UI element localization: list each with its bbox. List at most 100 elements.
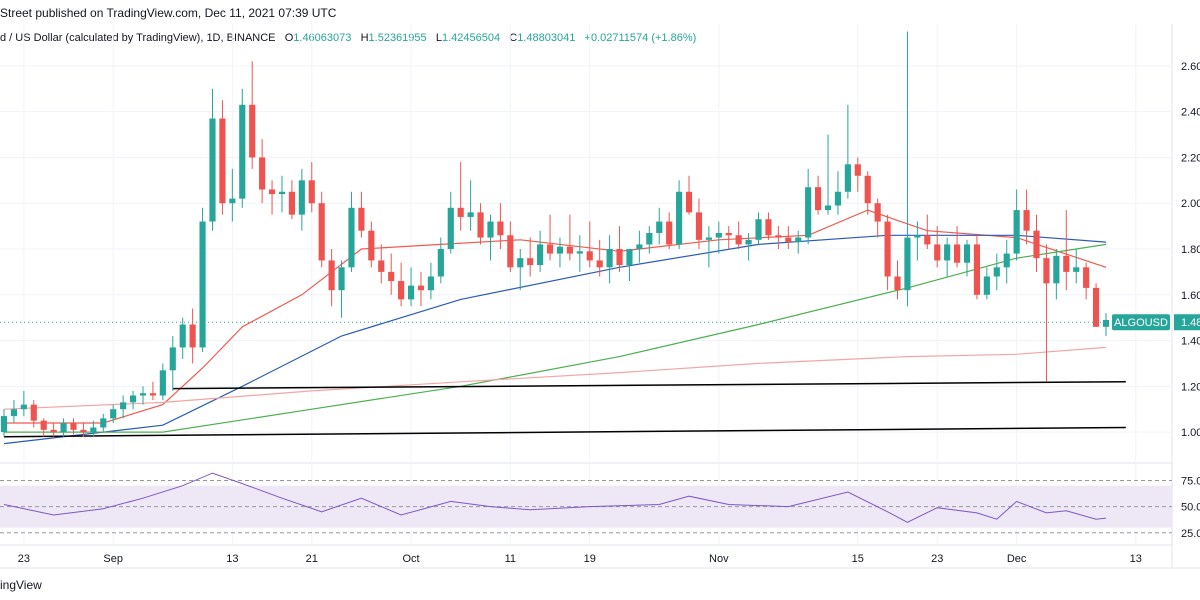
- candle-body: [566, 246, 573, 254]
- candle-body: [388, 271, 395, 282]
- open-label: O: [284, 32, 294, 44]
- candle-body: [705, 237, 712, 240]
- candle-body: [348, 207, 355, 268]
- candle-body: [844, 164, 851, 192]
- candle-body: [139, 393, 147, 396]
- candle-body: [477, 212, 484, 238]
- candle-body: [1023, 210, 1030, 231]
- time-tick-label: 19: [584, 553, 596, 565]
- tradingview-brand: ingView: [0, 578, 42, 592]
- candle-body: [417, 285, 425, 291]
- candle-body: [427, 276, 434, 291]
- rsi-pane: [0, 472, 1172, 534]
- low-label: L: [435, 32, 442, 44]
- price-axis-panel: [1172, 24, 1200, 572]
- candle-body: [1102, 319, 1110, 327]
- price-tick-label: 1.00: [1181, 427, 1200, 439]
- candle-body: [159, 370, 166, 396]
- candle-body: [963, 244, 971, 263]
- rsi-tick-label: 25.00: [1181, 528, 1200, 540]
- candle-body: [527, 258, 534, 266]
- candle-body: [407, 285, 415, 300]
- candle-body: [666, 221, 673, 245]
- price-tick-label: 1.80: [1181, 244, 1200, 256]
- rsi-axis: 75.00 50.00 25.00: [1181, 475, 1200, 539]
- symbol-legend: d / US Dollar (calculated by TradingView…: [0, 32, 696, 44]
- candle-body: [954, 244, 961, 263]
- candle-body: [1063, 255, 1070, 272]
- candle-body: [556, 246, 564, 254]
- candle-body: [120, 402, 127, 410]
- symbol-tag-label: ALGOUSD: [1114, 317, 1168, 329]
- candle-body: [259, 157, 266, 190]
- candle-body: [338, 267, 345, 291]
- time-tick-label: 23: [18, 553, 30, 565]
- candle-body: [378, 260, 385, 272]
- candle-body: [1003, 253, 1010, 268]
- candle-body: [129, 395, 137, 403]
- candle-body: [656, 221, 663, 233]
- candle-body: [278, 191, 286, 195]
- time-tick-label: Sep: [103, 553, 123, 565]
- price-tick-label: 1.60: [1181, 290, 1200, 302]
- candle-body: [894, 276, 901, 291]
- price-tick-label: 2.60: [1181, 61, 1200, 73]
- close-label: C: [509, 32, 518, 44]
- candle-body: [537, 244, 544, 266]
- candle-body: [676, 191, 683, 245]
- high-value: 1.52361955: [368, 32, 427, 44]
- candle-body: [765, 219, 772, 236]
- candle-body: [735, 235, 742, 245]
- candle-body: [10, 409, 18, 417]
- moving-average-line: [3, 346, 1107, 410]
- candle-body: [924, 235, 931, 245]
- candle-body: [457, 207, 464, 217]
- time-tick-label: 13: [1130, 553, 1142, 565]
- candle-body: [795, 237, 802, 243]
- time-tick-label: Dec: [1007, 553, 1027, 565]
- candle-body: [904, 237, 911, 291]
- candle-body: [626, 249, 633, 266]
- candle-body: [884, 221, 891, 277]
- candle-body: [149, 393, 156, 396]
- time-tick-label: 15: [852, 553, 864, 565]
- price-tick-label: 1.40: [1181, 336, 1200, 348]
- candle-body: [755, 219, 762, 240]
- time-axis: 23 Sep 13 21 Oct 11 19 Nov 15 23 Dec 13: [18, 553, 1142, 565]
- candle-body: [398, 281, 405, 300]
- price-axis: 2.60 2.40 2.20 2.00 1.80 1.60 1.40 1.20 1.00: [1181, 61, 1200, 439]
- candle-body: [1013, 210, 1020, 254]
- rsi-line: [3, 472, 1107, 523]
- candle-body: [20, 404, 27, 410]
- candle-body: [209, 118, 216, 222]
- price-tick-label: 2.20: [1181, 152, 1200, 164]
- candle-body: [725, 232, 732, 236]
- support-lines: [3, 381, 1126, 438]
- candle-body: [864, 175, 871, 204]
- candle-body: [1092, 287, 1100, 327]
- candle-body: [586, 251, 593, 261]
- time-tick-label: 13: [226, 553, 238, 565]
- candle-body: [497, 221, 504, 236]
- support-trendline: [3, 426, 1126, 438]
- candle-body: [934, 244, 941, 261]
- price-tag-bg: [1174, 314, 1200, 331]
- candle-body: [973, 244, 981, 295]
- candle-body: [646, 232, 653, 245]
- candle-body: [606, 249, 613, 268]
- candle-body: [80, 429, 87, 433]
- candle-body: [1073, 267, 1080, 272]
- candle-body: [90, 427, 97, 433]
- time-tick-label: 21: [306, 553, 318, 565]
- candle-body: [169, 347, 176, 371]
- candle-body: [0, 416, 8, 433]
- candle-body: [229, 198, 236, 204]
- candle-body: [179, 324, 186, 348]
- candle-body: [100, 418, 107, 428]
- time-tick-label: 11: [505, 553, 516, 565]
- candle-body: [685, 191, 693, 213]
- low-value: 1.42456504: [441, 32, 501, 44]
- price-tick-label: 2.00: [1181, 198, 1200, 210]
- candle-body: [288, 191, 295, 215]
